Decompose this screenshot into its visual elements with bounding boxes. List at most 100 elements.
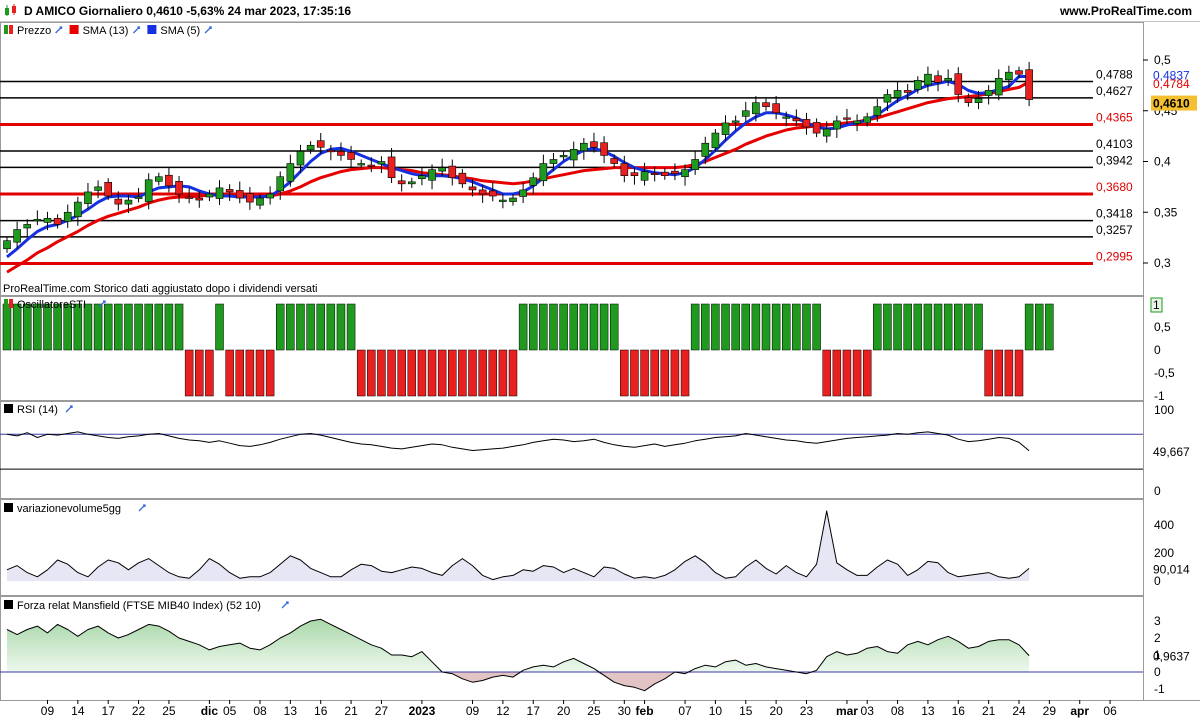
candle-body <box>559 155 568 158</box>
sti-bar <box>225 349 234 397</box>
rsi-badge: 49,667 <box>1153 445 1190 459</box>
sti-bar <box>771 303 781 351</box>
candle <box>276 171 285 200</box>
sti-bar <box>873 303 882 351</box>
candle-body <box>165 174 173 187</box>
level-label: 0,4627 <box>1096 84 1133 98</box>
candle <box>84 183 92 209</box>
date-label: 15 <box>739 704 753 718</box>
sti-bar <box>903 303 912 351</box>
candle-body <box>3 240 11 250</box>
candle <box>580 137 588 160</box>
mans-axis-label: 1 <box>1154 648 1161 662</box>
wrench-icon[interactable] <box>65 405 73 413</box>
candle <box>499 193 507 209</box>
candle-body <box>701 142 710 157</box>
candle-body <box>893 90 902 98</box>
sti-bar <box>265 349 275 397</box>
sti-bar <box>852 349 862 397</box>
wrench-icon[interactable] <box>132 26 141 34</box>
candle-body <box>883 94 892 103</box>
date-label: 09 <box>41 704 55 718</box>
candle-body <box>215 187 224 199</box>
candle-body <box>741 110 750 117</box>
mans-legend: Forza relat Mansfield (FTSE MIB40 Index)… <box>17 600 261 612</box>
candle-body <box>822 128 831 137</box>
candle <box>155 172 163 186</box>
date-label: 14 <box>71 704 85 718</box>
candle <box>387 148 396 184</box>
sti-bar <box>53 303 62 351</box>
candle-body <box>407 181 416 185</box>
wrench-icon[interactable] <box>281 601 289 609</box>
sti-bar <box>883 303 892 351</box>
candle-body <box>104 182 112 197</box>
wrench-icon[interactable] <box>138 504 146 512</box>
candle-body <box>721 122 730 135</box>
candle <box>660 168 669 180</box>
legend-label: SMA (13) <box>83 25 129 37</box>
candle-body <box>63 211 72 222</box>
candle <box>822 121 831 143</box>
level-label: 0,4788 <box>1096 68 1133 82</box>
candle <box>590 132 598 153</box>
candle-body <box>225 189 234 193</box>
sti-bar <box>144 303 153 351</box>
volume-line <box>6 510 1030 581</box>
candle-body <box>418 175 426 180</box>
site-link[interactable]: www.ProRealTime.com <box>1059 4 1192 18</box>
candle-body <box>53 218 62 225</box>
candle-body <box>731 120 740 123</box>
wrench-icon[interactable] <box>204 26 212 34</box>
sti-bar <box>346 303 356 351</box>
wrench-icon[interactable] <box>55 26 63 34</box>
candle <box>195 191 204 208</box>
sti-bar <box>1024 303 1034 351</box>
panel-frame-price <box>0 22 1144 296</box>
sti-bar <box>437 349 447 397</box>
date-label: 09 <box>466 704 480 718</box>
sti-bar <box>73 303 83 351</box>
wrench-icon[interactable] <box>98 300 106 308</box>
candle <box>873 98 882 122</box>
sti-legend: OscillatoreSTI <box>17 299 86 311</box>
date-label: 13 <box>921 704 935 718</box>
sti-bar <box>2 303 12 351</box>
candle-body <box>205 193 214 198</box>
candle <box>296 144 305 173</box>
date-label: 05 <box>223 704 237 718</box>
candle <box>144 173 153 210</box>
sti-bar <box>660 349 670 397</box>
legend-label: Prezzo <box>17 25 51 37</box>
candle <box>337 142 345 161</box>
sti-bar <box>933 303 943 351</box>
candle <box>185 188 193 204</box>
candle <box>752 96 760 122</box>
sti-bar <box>326 303 336 351</box>
candle-body <box>600 142 608 156</box>
candle <box>711 129 720 152</box>
candle <box>974 90 983 110</box>
candle-body <box>74 201 82 218</box>
candle-body <box>246 193 254 203</box>
candle <box>843 108 851 125</box>
candle-body <box>296 151 305 166</box>
sti-bar <box>1045 303 1054 351</box>
mansfield-line <box>6 618 1030 692</box>
sti-bar <box>761 303 771 351</box>
candle-body <box>377 161 386 165</box>
sti-bar <box>83 303 93 351</box>
candle-body <box>316 140 325 148</box>
sti-bar <box>164 303 174 351</box>
candle-body <box>33 219 42 222</box>
sti-bar <box>569 303 578 351</box>
sti-bar <box>306 303 315 351</box>
candle-body <box>974 98 983 103</box>
date-label: 16 <box>952 704 966 718</box>
candle-body <box>924 73 932 86</box>
candle-body <box>438 167 446 172</box>
sti-bar <box>913 303 923 351</box>
sti-bar <box>842 349 852 397</box>
candle <box>367 157 376 173</box>
